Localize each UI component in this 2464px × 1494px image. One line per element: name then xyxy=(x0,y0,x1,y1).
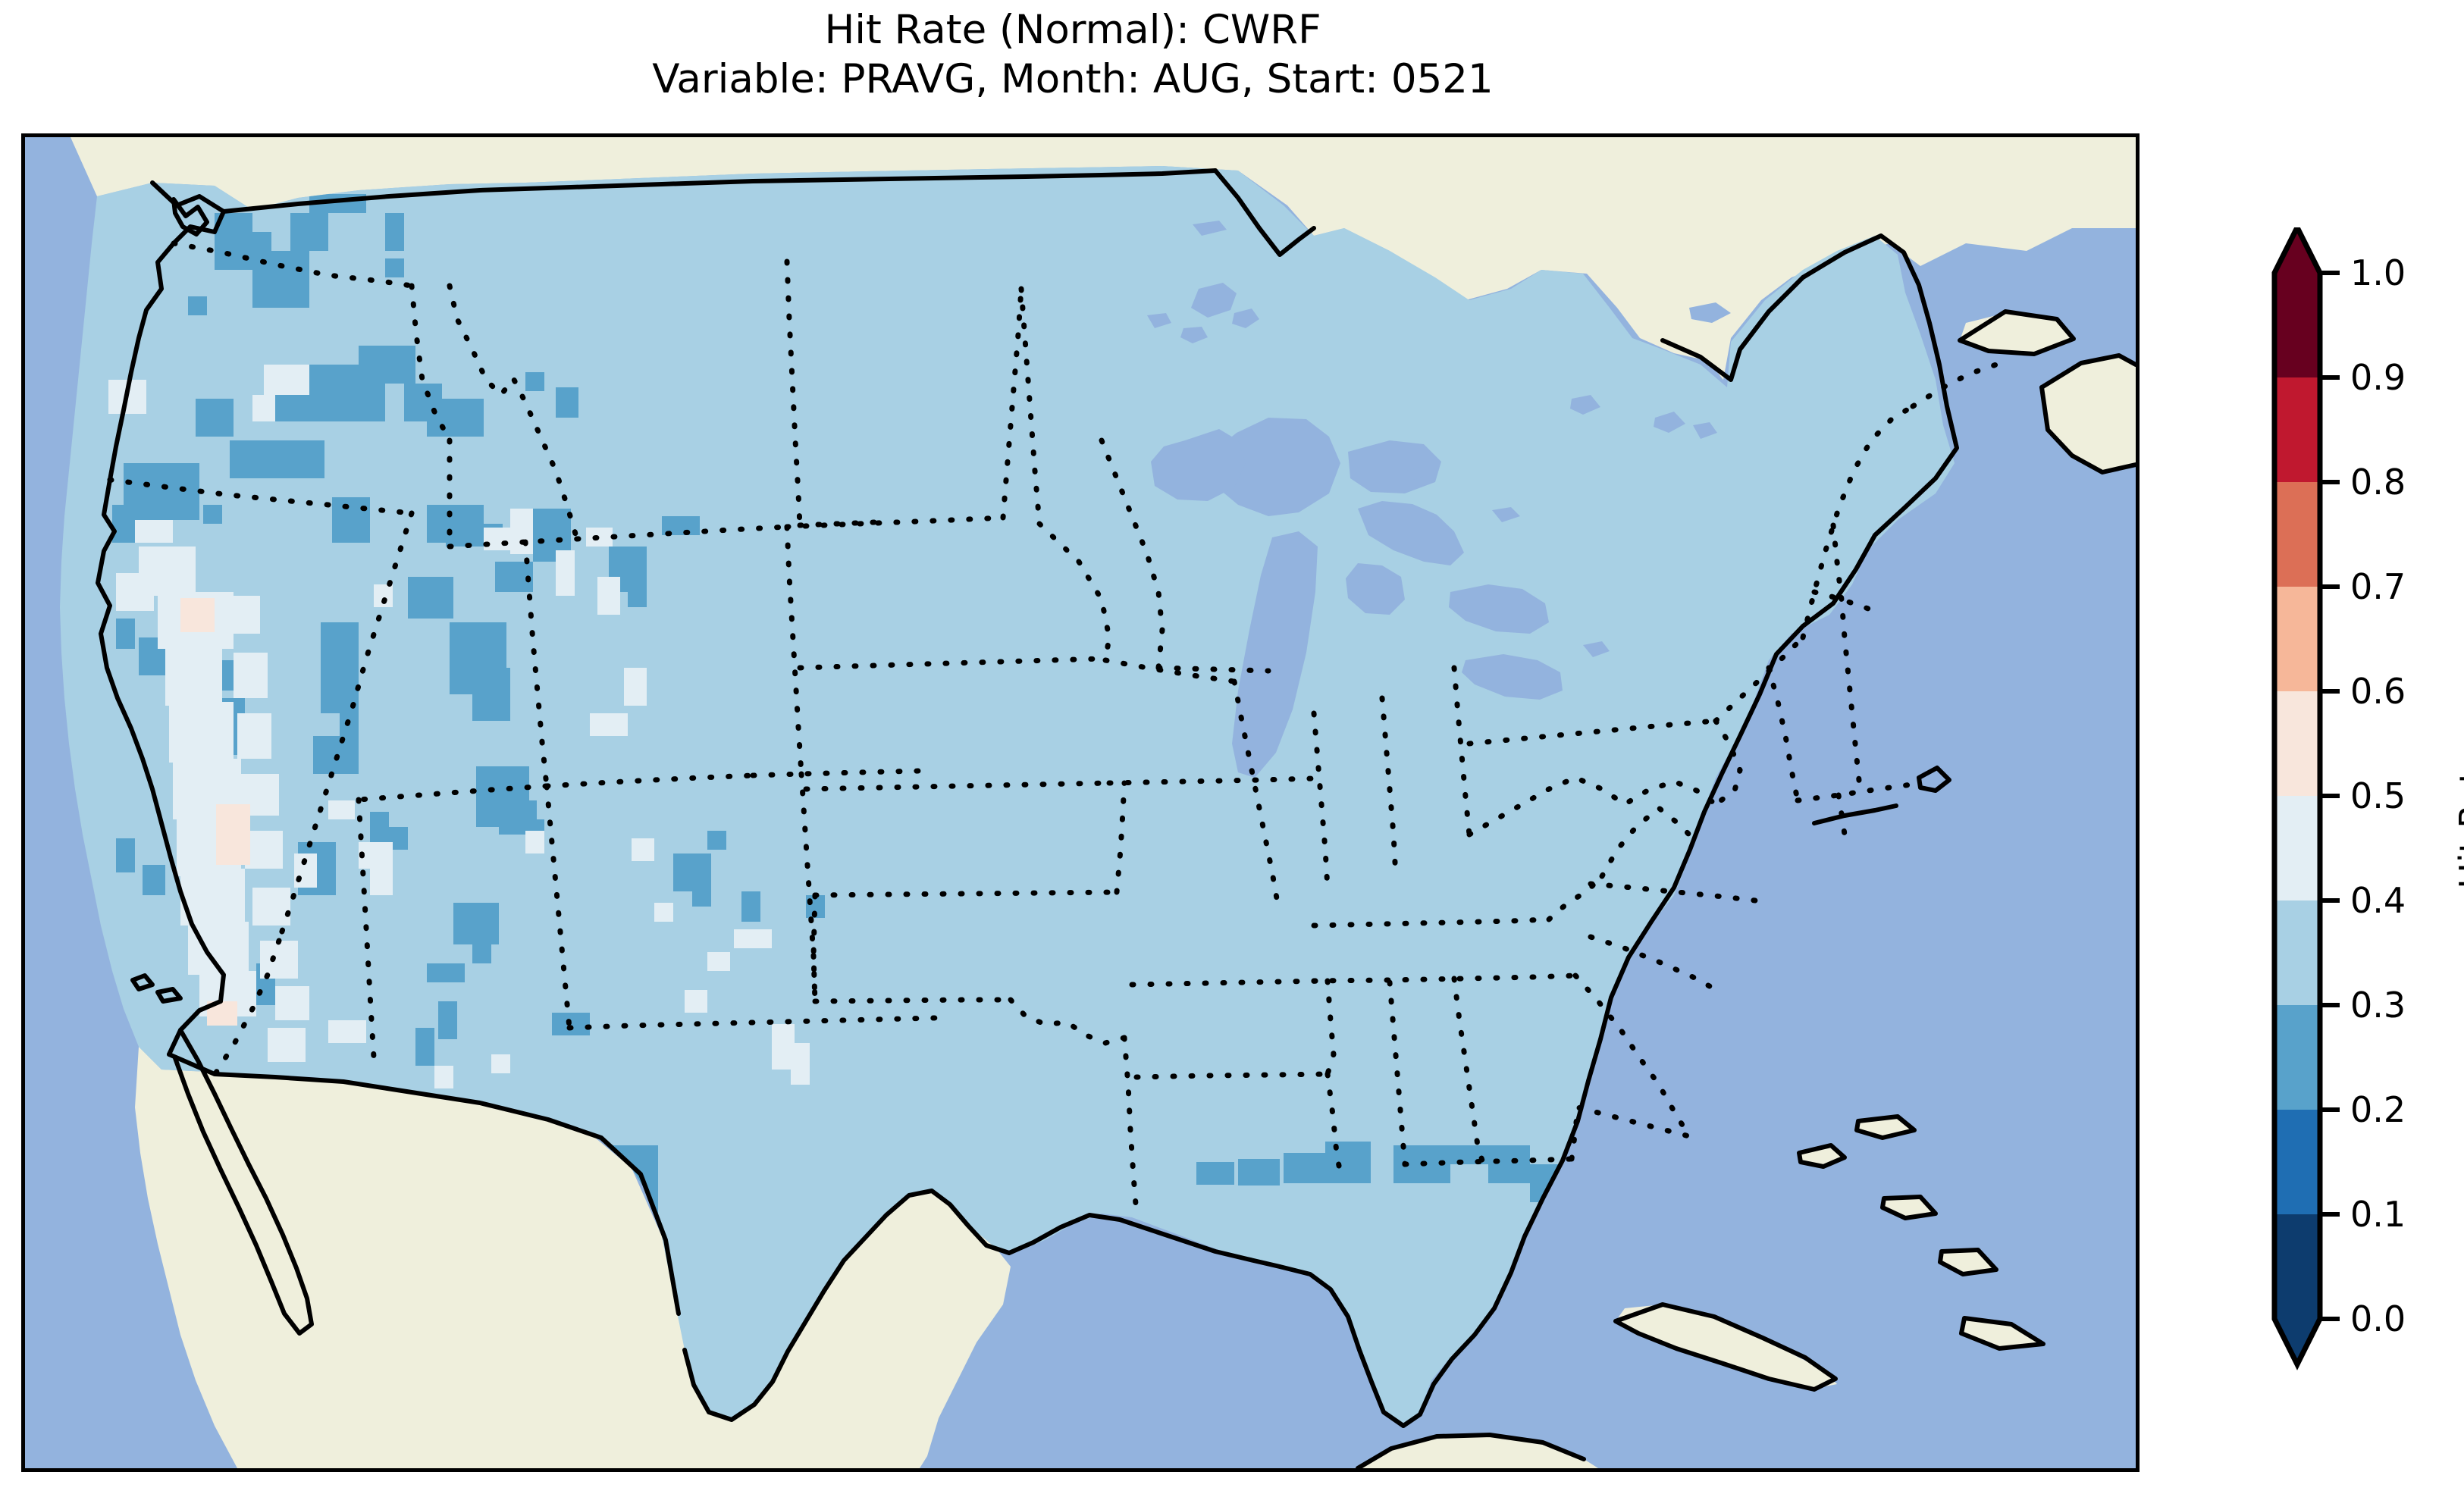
map-plot-area xyxy=(21,133,2140,1472)
coastline xyxy=(96,168,2136,1468)
colorbar-axis-label: Hit Rate xyxy=(2451,748,2464,889)
colorbar-tick-0-0: 0.0 xyxy=(2350,1298,2406,1339)
colorbar-tick-1-0: 1.0 xyxy=(2350,252,2406,293)
colorbar-tick-0-5: 0.5 xyxy=(2350,775,2406,816)
colorbar-tick-0-2: 0.2 xyxy=(2350,1089,2406,1130)
colorbar-tick-0-3: 0.3 xyxy=(2350,985,2406,1026)
chart-title-block: Hit Rate (Normal): CWRF Variable: PRAVG,… xyxy=(0,6,2146,104)
canada-lakes xyxy=(1147,221,1731,657)
conus-hit-rate-map xyxy=(25,137,2136,1468)
chart-subtitle: Variable: PRAVG, Month: AUG, Start: 0521 xyxy=(652,55,1494,102)
colorbar-tick-0-6: 0.6 xyxy=(2350,671,2406,712)
colorbar-tick-0-1: 0.1 xyxy=(2350,1194,2406,1235)
state-borders xyxy=(107,240,1999,1217)
colorbar-tick-0-7: 0.7 xyxy=(2350,566,2406,607)
colorbar-tick-0-8: 0.8 xyxy=(2350,462,2406,503)
great-lakes xyxy=(1151,418,1563,778)
colorbar-gradient xyxy=(2271,227,2340,1370)
colorbar-tick-0-9: 0.9 xyxy=(2350,357,2406,398)
colorbar-tick-0-4: 0.4 xyxy=(2350,880,2406,921)
colorbar[interactable]: 1.0 0.9 0.8 0.7 0.6 0.5 0.4 0.3 0.2 0.1 … xyxy=(2267,227,2464,1410)
page-title: Hit Rate (Normal): CWRF xyxy=(824,7,1321,53)
geography-outlines xyxy=(96,168,2136,1468)
